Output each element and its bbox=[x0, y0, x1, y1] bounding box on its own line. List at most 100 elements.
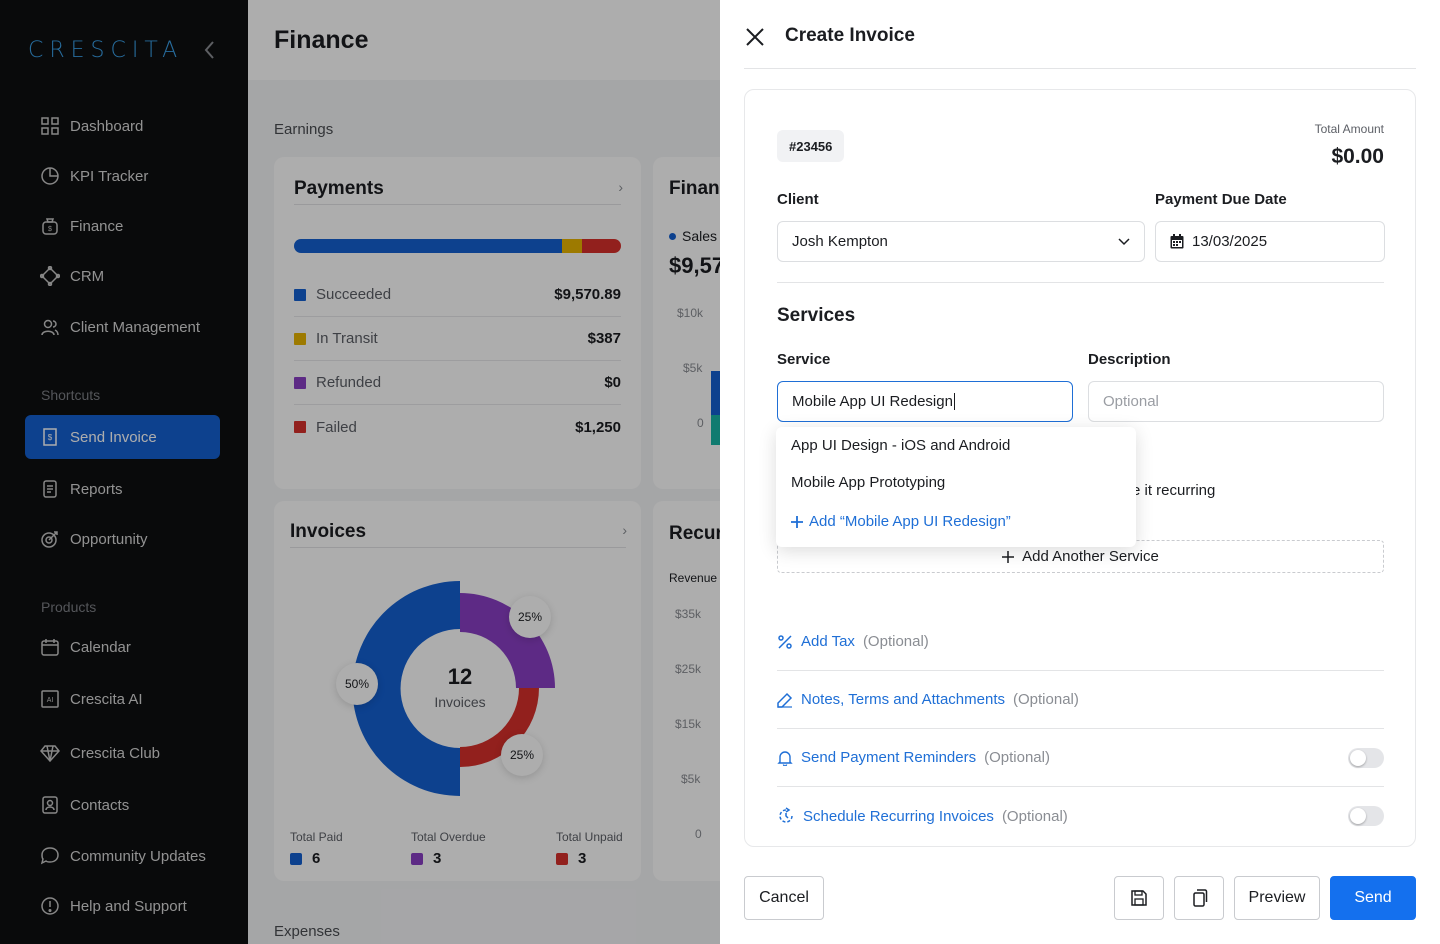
payments-progress-bar bbox=[294, 239, 621, 253]
sidebar-item-contacts[interactable]: Contacts bbox=[25, 783, 220, 827]
description-input[interactable]: Optional bbox=[1088, 381, 1384, 422]
sidebar-item-help-support[interactable]: Help and Support bbox=[25, 884, 220, 928]
recurring-invoices-toggle[interactable] bbox=[1348, 806, 1384, 826]
recurring-invoices-link[interactable]: Schedule Recurring Invoices bbox=[803, 807, 994, 825]
section-products: Products bbox=[41, 599, 97, 615]
ai-icon: AI bbox=[41, 690, 59, 708]
dropdown-option[interactable]: Mobile App Prototyping bbox=[791, 474, 946, 491]
calendar-icon bbox=[41, 639, 59, 656]
notes-terms-link[interactable]: Notes, Terms and Attachments bbox=[801, 691, 1005, 708]
due-date-field[interactable]: 13/03/2025 bbox=[1155, 221, 1385, 262]
copy-icon bbox=[1193, 889, 1208, 907]
notes-terms-row[interactable]: Notes, Terms and Attachments (Optional) bbox=[777, 671, 1384, 729]
sidebar-item-calendar[interactable]: Calendar bbox=[25, 625, 220, 669]
legend-label: Total Overdue bbox=[411, 830, 486, 844]
payment-reminders-link[interactable]: Send Payment Reminders bbox=[801, 749, 977, 766]
section-shortcuts: Shortcuts bbox=[41, 387, 101, 403]
sidebar-item-reports[interactable]: Reports bbox=[25, 467, 220, 511]
grid-icon bbox=[41, 117, 59, 135]
money-bag-icon: $ bbox=[42, 218, 58, 235]
payment-value: $387 bbox=[587, 330, 621, 347]
axis-tick: $25k bbox=[675, 662, 702, 676]
invoices-donut-chart bbox=[352, 581, 555, 796]
sidebar-item-dashboard[interactable]: Dashboard bbox=[25, 104, 220, 148]
invoice-number-badge: #23456 bbox=[777, 130, 845, 162]
optional-text: (Optional) bbox=[862, 633, 929, 650]
payment-value: $0 bbox=[604, 374, 621, 391]
add-tax-link[interactable]: Add Tax bbox=[801, 633, 855, 650]
client-value: Josh Kempton bbox=[792, 233, 888, 250]
modal-backdrop[interactable] bbox=[0, 0, 720, 944]
total-amount-value: $0.00 bbox=[1331, 145, 1384, 168]
payments-title: Payments bbox=[294, 178, 384, 199]
payment-reminders-row: Send Payment Reminders (Optional) bbox=[777, 729, 1384, 787]
description-placeholder: Optional bbox=[1103, 393, 1159, 410]
sidebar-item-label: Help and Support bbox=[70, 897, 187, 915]
finance-value: $9,57 bbox=[669, 253, 725, 278]
client-select[interactable]: Josh Kempton bbox=[777, 221, 1145, 262]
sidebar-item-crescita-club[interactable]: Crescita Club bbox=[25, 731, 220, 775]
optional-text: (Optional) bbox=[984, 749, 1050, 766]
sidebar: CRESCITA Dashboard KPI Tracker $ Finance… bbox=[0, 0, 248, 944]
service-input-value: Mobile App UI Redesign bbox=[792, 393, 953, 410]
sidebar-item-label: Dashboard bbox=[70, 117, 144, 135]
due-date-label: Payment Due Date bbox=[1155, 191, 1287, 208]
payment-label: Failed bbox=[316, 418, 357, 436]
duplicate-button[interactable] bbox=[1174, 876, 1224, 920]
payments-row: In Transit $387 bbox=[294, 317, 621, 361]
legend-swatch bbox=[411, 852, 423, 865]
sidebar-item-community-updates[interactable]: Community Updates bbox=[25, 834, 220, 878]
close-icon[interactable] bbox=[744, 26, 766, 48]
chevron-left-icon[interactable] bbox=[203, 40, 215, 60]
add-another-service-label: Add Another Service bbox=[1022, 548, 1159, 565]
recurring-checkbox-label[interactable]: e it recurring bbox=[1132, 482, 1216, 499]
service-label: Service bbox=[777, 351, 831, 368]
payments-row: Succeeded $9,570.89 bbox=[294, 273, 621, 317]
sidebar-item-label: Contacts bbox=[70, 796, 130, 814]
add-new-service-option[interactable]: Add “Mobile App UI Redesign” bbox=[791, 513, 1011, 530]
send-button[interactable]: Send bbox=[1330, 876, 1416, 920]
page-title: Finance bbox=[274, 26, 369, 54]
dropdown-option[interactable]: App UI Design - iOS and Android bbox=[791, 437, 1011, 454]
pct-label: 25% bbox=[501, 734, 543, 776]
main-header: Finance bbox=[248, 0, 720, 80]
cancel-button[interactable]: Cancel bbox=[744, 876, 824, 920]
payments-card: Payments › Succeeded $9,570.89 In Transi… bbox=[274, 157, 641, 489]
legend-swatch bbox=[556, 852, 568, 865]
expenses-label: Expenses bbox=[274, 923, 340, 940]
legend-value: 6 bbox=[312, 850, 321, 867]
sidebar-item-label: Reports bbox=[70, 480, 123, 498]
logo-row: CRESCITA bbox=[28, 38, 228, 66]
sidebar-item-label: Send Invoice bbox=[70, 428, 157, 446]
add-tax-row[interactable]: Add Tax (Optional) bbox=[777, 613, 1384, 671]
sidebar-item-opportunity[interactable]: Opportunity bbox=[25, 517, 220, 561]
sidebar-item-send-invoice[interactable]: $ Send Invoice bbox=[25, 415, 220, 459]
sidebar-item-label: CRM bbox=[70, 267, 105, 285]
sidebar-item-finance[interactable]: $ Finance bbox=[25, 204, 220, 248]
sidebar-item-crm[interactable]: CRM bbox=[25, 254, 220, 298]
chevron-right-icon[interactable]: › bbox=[618, 179, 623, 195]
sidebar-item-kpi-tracker[interactable]: KPI Tracker bbox=[25, 154, 220, 198]
sidebar-item-label: Community Updates bbox=[70, 847, 206, 865]
legend-dot bbox=[669, 232, 676, 240]
users-icon bbox=[41, 319, 59, 336]
save-draft-button[interactable] bbox=[1114, 876, 1164, 920]
service-input[interactable]: Mobile App UI Redesign bbox=[777, 381, 1073, 422]
payment-reminders-toggle[interactable] bbox=[1348, 747, 1384, 768]
payment-label: Succeeded bbox=[316, 286, 392, 303]
preview-button[interactable]: Preview bbox=[1234, 876, 1320, 920]
sidebar-item-client-management[interactable]: Client Management bbox=[25, 305, 220, 349]
legend-label: Total Paid bbox=[290, 830, 343, 844]
recurring-card-title: Recur bbox=[669, 523, 723, 544]
add-new-service-label: Add “Mobile App UI Redesign” bbox=[809, 513, 1011, 530]
chevron-right-icon[interactable]: › bbox=[622, 522, 627, 538]
invoice-form: #23456 Total Amount $0.00 Client Josh Ke… bbox=[744, 89, 1416, 847]
create-invoice-drawer: Create Invoice #23456 Total Amount $0.00… bbox=[720, 0, 1440, 944]
donut-slice-overdue bbox=[460, 593, 555, 688]
legend-swatch bbox=[294, 421, 306, 433]
sidebar-item-crescita-ai[interactable]: AI Crescita AI bbox=[25, 677, 220, 721]
text-cursor bbox=[953, 393, 955, 410]
bell-icon bbox=[777, 750, 793, 766]
help-icon bbox=[41, 897, 59, 915]
svg-text:$: $ bbox=[48, 226, 52, 233]
